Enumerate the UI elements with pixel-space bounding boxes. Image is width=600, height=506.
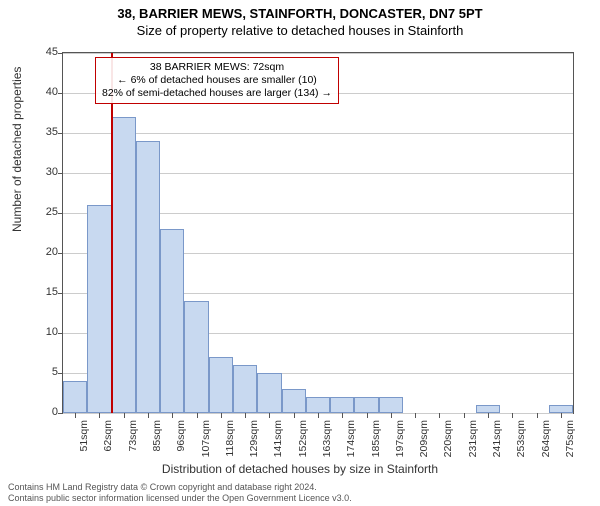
xtick-label: 275sqm (564, 420, 576, 457)
x-axis-label: Distribution of detached houses by size … (0, 462, 600, 476)
xtick-mark (464, 413, 465, 418)
histogram-bar (282, 389, 306, 413)
ytick-label: 25 (28, 206, 58, 218)
ytick-label: 40 (28, 86, 58, 98)
xtick-label: 96sqm (175, 420, 187, 452)
ytick-mark (58, 93, 63, 94)
xtick-mark (148, 413, 149, 418)
chart-plot-area: 38 BARRIER MEWS: 72sqm ← 6% of detached … (62, 52, 574, 414)
reference-vline (111, 53, 113, 413)
ytick-label: 15 (28, 286, 58, 298)
xtick-mark (197, 413, 198, 418)
xtick-label: 73sqm (127, 420, 139, 452)
chart-title-sub: Size of property relative to detached ho… (0, 23, 600, 38)
histogram-bar (354, 397, 378, 413)
xtick-label: 141sqm (272, 420, 284, 457)
ytick-label: 10 (28, 326, 58, 338)
chart-title-main: 38, BARRIER MEWS, STAINFORTH, DONCASTER,… (0, 6, 600, 21)
annotation-line3: 82% of semi-detached houses are larger (… (102, 87, 332, 100)
xtick-mark (391, 413, 392, 418)
ytick-mark (58, 53, 63, 54)
footer-attribution: Contains HM Land Registry data © Crown c… (8, 482, 352, 504)
ytick-mark (58, 173, 63, 174)
annotation-line1: 38 BARRIER MEWS: 72sqm (102, 61, 332, 74)
ytick-label: 30 (28, 166, 58, 178)
xtick-label: 62sqm (102, 420, 114, 452)
histogram-bar (209, 357, 233, 413)
xtick-mark (342, 413, 343, 418)
ytick-mark (58, 333, 63, 334)
xtick-mark (537, 413, 538, 418)
xtick-label: 107sqm (200, 420, 212, 457)
y-axis-label: Number of detached properties (10, 67, 24, 232)
histogram-bar (306, 397, 330, 413)
xtick-label: 129sqm (248, 420, 260, 457)
xtick-label: 209sqm (418, 420, 430, 457)
footer-line2: Contains public sector information licen… (8, 493, 352, 504)
xtick-label: 241sqm (491, 420, 503, 457)
xtick-label: 220sqm (442, 420, 454, 457)
xtick-mark (245, 413, 246, 418)
histogram-bar (379, 397, 403, 413)
xtick-label: 85sqm (151, 420, 163, 452)
xtick-mark (294, 413, 295, 418)
histogram-bar (160, 229, 184, 413)
xtick-mark (488, 413, 489, 418)
xtick-mark (512, 413, 513, 418)
xtick-mark (99, 413, 100, 418)
ytick-mark (58, 293, 63, 294)
xtick-mark (318, 413, 319, 418)
ytick-mark (58, 373, 63, 374)
ytick-mark (58, 413, 63, 414)
xtick-label: 152sqm (297, 420, 309, 457)
xtick-label: 197sqm (394, 420, 406, 457)
xtick-label: 163sqm (321, 420, 333, 457)
xtick-label: 185sqm (370, 420, 382, 457)
xtick-mark (269, 413, 270, 418)
histogram-bar (63, 381, 87, 413)
histogram-bar (87, 205, 111, 413)
gridline (63, 53, 573, 54)
histogram-bar (112, 117, 136, 413)
xtick-mark (415, 413, 416, 418)
histogram-bar (257, 373, 281, 413)
xtick-label: 264sqm (540, 420, 552, 457)
histogram-bar (233, 365, 257, 413)
histogram-bar (136, 141, 160, 413)
ytick-label: 5 (28, 366, 58, 378)
xtick-mark (75, 413, 76, 418)
ytick-mark (58, 213, 63, 214)
ytick-label: 0 (28, 406, 58, 418)
xtick-mark (221, 413, 222, 418)
ytick-label: 35 (28, 126, 58, 138)
gridline (63, 133, 573, 134)
ytick-label: 20 (28, 246, 58, 258)
ytick-label: 45 (28, 46, 58, 58)
xtick-label: 231sqm (467, 420, 479, 457)
footer-line1: Contains HM Land Registry data © Crown c… (8, 482, 352, 493)
annotation-box: 38 BARRIER MEWS: 72sqm ← 6% of detached … (95, 57, 339, 104)
xtick-label: 174sqm (345, 420, 357, 457)
xtick-mark (561, 413, 562, 418)
annotation-line2: ← 6% of detached houses are smaller (10) (102, 74, 332, 87)
histogram-bar (330, 397, 354, 413)
xtick-mark (439, 413, 440, 418)
ytick-mark (58, 133, 63, 134)
xtick-label: 51sqm (78, 420, 90, 452)
xtick-mark (367, 413, 368, 418)
ytick-mark (58, 253, 63, 254)
histogram-bar (184, 301, 208, 413)
xtick-mark (172, 413, 173, 418)
histogram-bar (549, 405, 573, 413)
histogram-bar (476, 405, 500, 413)
xtick-label: 253sqm (515, 420, 527, 457)
xtick-mark (124, 413, 125, 418)
xtick-label: 118sqm (224, 420, 236, 457)
